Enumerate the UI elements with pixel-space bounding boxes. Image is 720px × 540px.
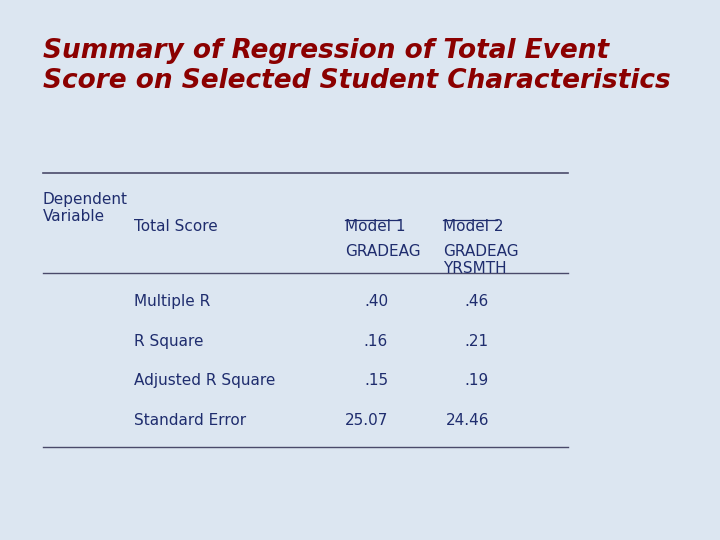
Text: GRADEAG
YRSMTH: GRADEAG YRSMTH bbox=[443, 244, 518, 276]
Text: Standard Error: Standard Error bbox=[135, 413, 246, 428]
Text: 24.46: 24.46 bbox=[446, 413, 489, 428]
Text: Summary of Regression of Total Event
Score on Selected Student Characteristics: Summary of Regression of Total Event Sco… bbox=[42, 38, 670, 94]
Text: .46: .46 bbox=[464, 294, 489, 309]
Text: GRADEAG: GRADEAG bbox=[346, 244, 421, 259]
Text: Multiple R: Multiple R bbox=[135, 294, 211, 309]
Text: 25.07: 25.07 bbox=[345, 413, 388, 428]
Text: R Square: R Square bbox=[135, 334, 204, 349]
Text: Total Score: Total Score bbox=[135, 219, 218, 234]
Text: .21: .21 bbox=[465, 334, 489, 349]
Text: .15: .15 bbox=[364, 373, 388, 388]
Text: .19: .19 bbox=[464, 373, 489, 388]
Text: Dependent
Variable: Dependent Variable bbox=[42, 192, 127, 224]
Text: .16: .16 bbox=[364, 334, 388, 349]
Text: Model 2: Model 2 bbox=[443, 219, 503, 234]
Text: .40: .40 bbox=[364, 294, 388, 309]
Text: Model 1: Model 1 bbox=[346, 219, 406, 234]
Text: Adjusted R Square: Adjusted R Square bbox=[135, 373, 276, 388]
